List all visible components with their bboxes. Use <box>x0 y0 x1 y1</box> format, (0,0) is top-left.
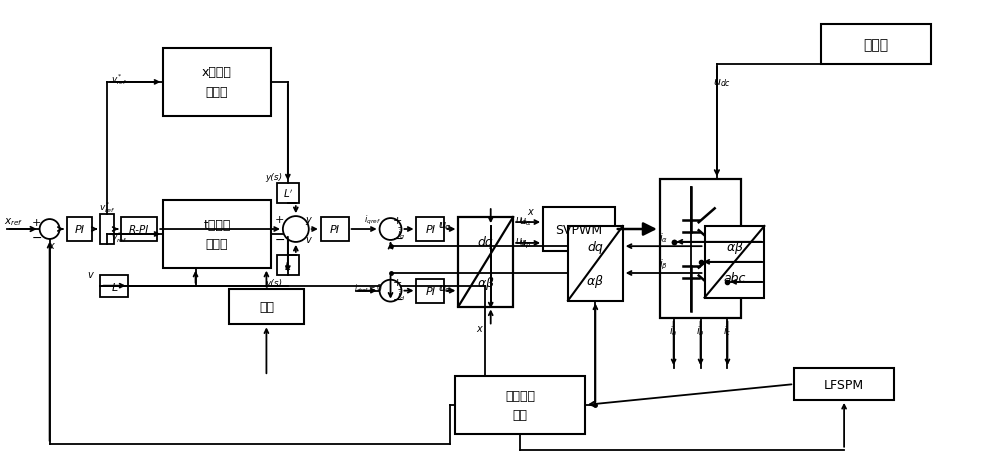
Bar <box>67 218 92 241</box>
Circle shape <box>380 280 401 302</box>
Bar <box>455 376 585 434</box>
Bar <box>229 289 304 325</box>
Bar <box>121 218 157 241</box>
Text: $v^*_{ref}$: $v^*_{ref}$ <box>111 72 128 87</box>
Text: PI: PI <box>425 286 435 296</box>
Bar <box>416 218 444 241</box>
Text: $i_{dref}=0$: $i_{dref}=0$ <box>354 282 383 294</box>
Text: $u_{dc}$: $u_{dc}$ <box>713 77 731 88</box>
Text: abc: abc <box>723 271 746 284</box>
Text: $u_d$: $u_d$ <box>438 282 451 294</box>
Text: 无位置传: 无位置传 <box>505 388 535 401</box>
Bar <box>163 49 271 116</box>
Text: y(s): y(s) <box>265 279 282 288</box>
Text: $i_\alpha$: $i_\alpha$ <box>659 231 668 244</box>
Text: $i_{qref}$: $i_{qref}$ <box>364 213 381 226</box>
Text: $u_\beta$: $u_\beta$ <box>519 238 531 250</box>
Text: x: x <box>476 324 482 334</box>
Text: −: − <box>275 233 285 246</box>
Text: $u_\alpha$: $u_\alpha$ <box>519 216 531 227</box>
Bar <box>458 218 513 307</box>
Text: $L'$: $L'$ <box>283 188 293 200</box>
Text: $v^*_{ref}$: $v^*_{ref}$ <box>111 230 128 245</box>
Text: $i_b$: $i_b$ <box>696 324 705 338</box>
Text: $\bar{i}_q$: $\bar{i}_q$ <box>397 226 406 241</box>
Text: −: − <box>31 231 42 244</box>
Text: v: v <box>305 234 311 244</box>
Text: $u_\alpha$: $u_\alpha$ <box>515 215 527 226</box>
Text: $i_c$: $i_c$ <box>723 324 732 338</box>
Text: 感器: 感器 <box>513 408 528 421</box>
Text: +: + <box>32 218 41 227</box>
Bar <box>705 226 764 298</box>
Bar <box>277 184 299 204</box>
Text: $L$: $L$ <box>111 280 118 292</box>
Circle shape <box>283 217 309 243</box>
Bar <box>821 25 931 65</box>
Text: PI: PI <box>425 225 435 234</box>
Text: 微分: 微分 <box>259 300 274 313</box>
Bar <box>568 226 623 301</box>
Text: x: x <box>528 206 533 217</box>
Circle shape <box>40 219 60 239</box>
Text: PI: PI <box>330 225 340 234</box>
Text: $u_d$: $u_d$ <box>439 282 452 294</box>
Bar <box>163 201 271 268</box>
Text: $u_q$: $u_q$ <box>439 220 451 233</box>
Text: y(s): y(s) <box>265 172 282 181</box>
Text: $x$: $x$ <box>48 240 56 250</box>
Text: t域重复: t域重复 <box>203 218 231 231</box>
Text: PI: PI <box>75 225 85 234</box>
Text: $v^*_{ref}$: $v^*_{ref}$ <box>99 199 116 214</box>
Text: 整流器: 整流器 <box>863 38 889 52</box>
Text: −: − <box>392 294 403 307</box>
Text: +: + <box>393 216 402 225</box>
Text: R-PI: R-PI <box>129 225 149 234</box>
Bar <box>794 369 894 400</box>
Bar <box>100 215 114 244</box>
Text: $L$: $L$ <box>284 259 291 271</box>
Text: $x_{ref}$: $x_{ref}$ <box>4 216 23 227</box>
Text: $\alpha\beta$: $\alpha\beta$ <box>726 238 743 255</box>
Text: v: v <box>88 269 93 279</box>
Text: LFSPM: LFSPM <box>824 378 864 391</box>
Text: 控制器: 控制器 <box>206 86 228 99</box>
Bar <box>277 255 299 275</box>
Bar <box>660 180 741 319</box>
Text: $\alpha\beta$: $\alpha\beta$ <box>586 272 604 289</box>
Text: $u_q$: $u_q$ <box>438 220 450 233</box>
Text: x域重复: x域重复 <box>202 66 232 79</box>
Text: $\alpha\beta$: $\alpha\beta$ <box>477 274 495 291</box>
Text: +: + <box>275 215 285 225</box>
Text: dq: dq <box>478 235 494 248</box>
Text: −: − <box>392 232 403 245</box>
Text: 控制器: 控制器 <box>206 238 228 251</box>
Text: $i_a$: $i_a$ <box>669 324 678 338</box>
Text: $\bar{i}_d$: $\bar{i}_d$ <box>397 288 406 302</box>
Text: $u_\beta$: $u_\beta$ <box>515 236 527 249</box>
Text: SVPWM: SVPWM <box>555 223 602 236</box>
Text: dq: dq <box>588 240 603 253</box>
Bar <box>543 208 615 251</box>
Bar <box>321 218 349 241</box>
Bar <box>100 275 128 297</box>
Text: y: y <box>305 215 311 225</box>
Circle shape <box>380 219 401 240</box>
Bar <box>416 279 444 303</box>
Text: $i_\beta$: $i_\beta$ <box>659 257 668 272</box>
Text: +: + <box>393 277 402 287</box>
